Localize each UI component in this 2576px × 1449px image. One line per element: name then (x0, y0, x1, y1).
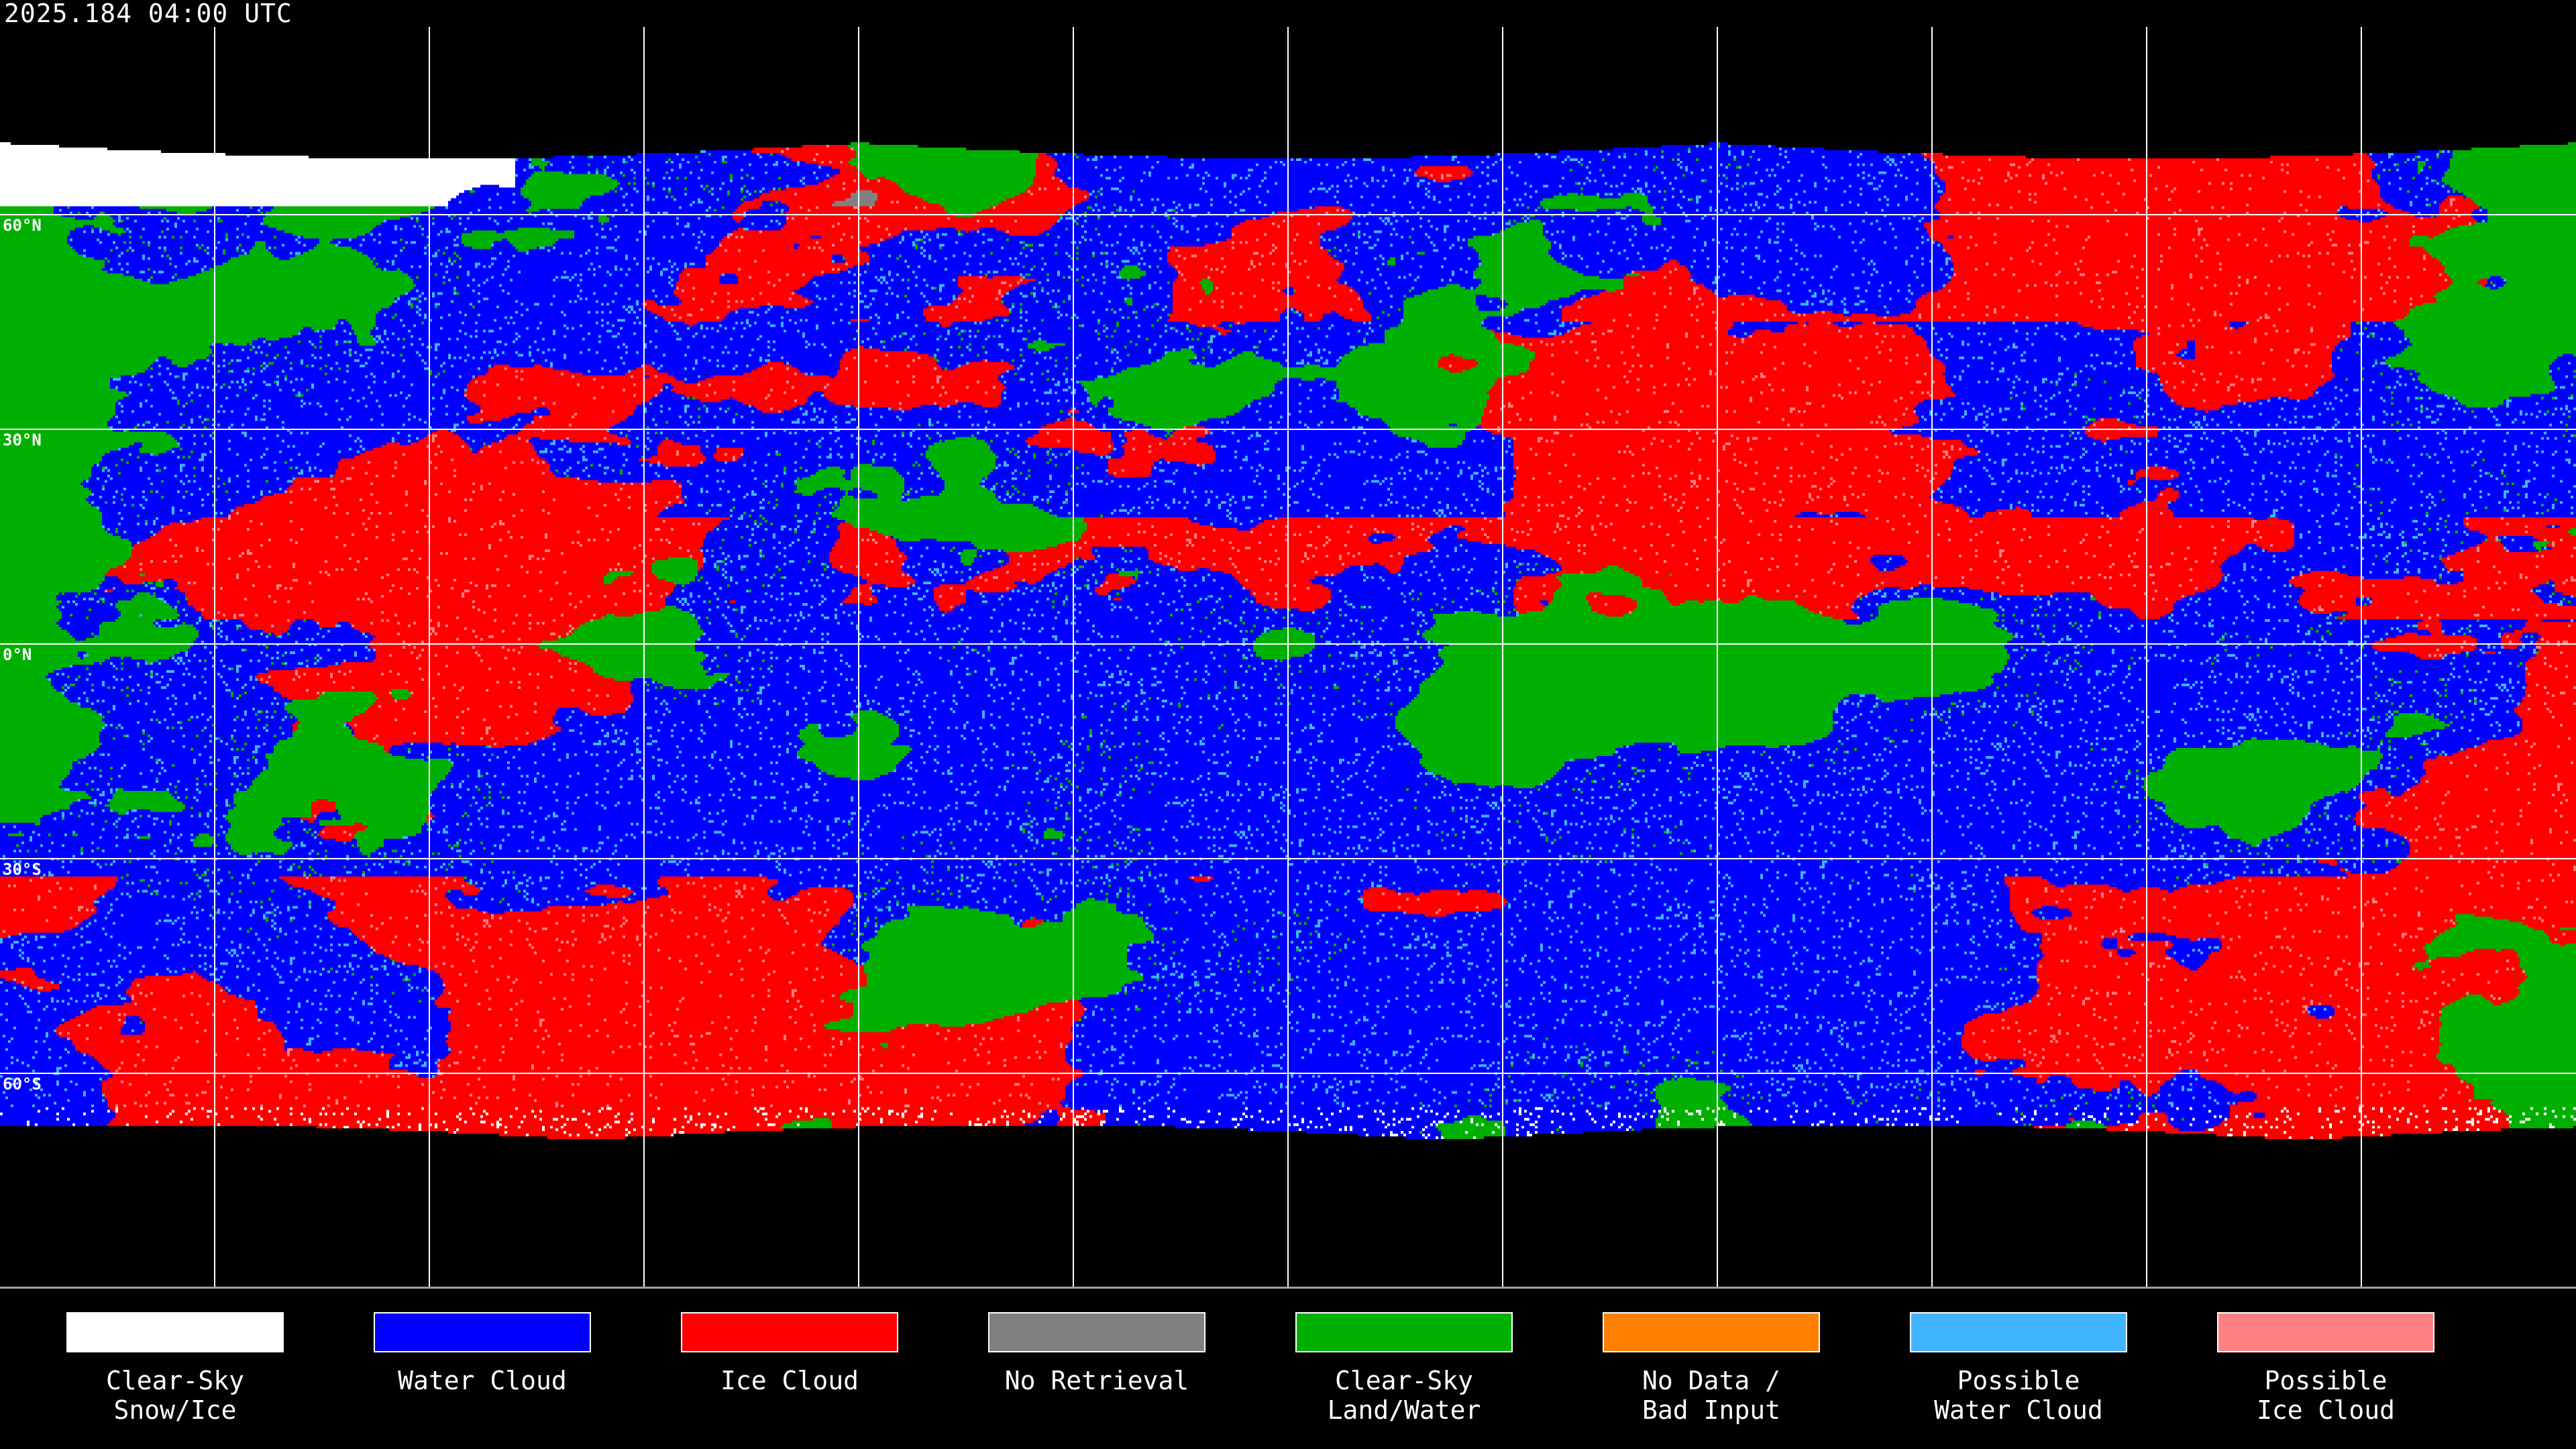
legend-item-possible-ice-cloud: Possible Ice Cloud (2217, 1312, 2434, 1425)
legend-swatch (66, 1312, 284, 1352)
legend-swatch (681, 1312, 898, 1352)
legend-item-clear-sky-snow-ice: Clear-Sky Snow/Ice (66, 1312, 284, 1425)
cloud-phase-map: 2025.184 04:00 UTC 60°N 30°N 0°N 30°S 60… (0, 0, 2576, 1287)
lat-lon-grid (0, 27, 2576, 1287)
lat-label-60s: 60°S (3, 1075, 42, 1093)
legend-label: Clear-Sky Snow/Ice (106, 1366, 244, 1425)
legend-label: Possible Ice Cloud (2257, 1366, 2395, 1425)
legend-swatch (1295, 1312, 1513, 1352)
timestamp-title: 2025.184 04:00 UTC (4, 0, 292, 28)
map-border (0, 1287, 2576, 1289)
legend-label: No Retrieval (1004, 1366, 1189, 1395)
lat-label-0n: 0°N (3, 645, 32, 664)
legend-item-no-data: No Data / Bad Input (1603, 1312, 1820, 1425)
legend-label: No Data / Bad Input (1642, 1366, 1780, 1425)
legend-label: Water Cloud (398, 1366, 567, 1395)
legend-item-clear-sky-land-water: Clear-Sky Land/Water (1295, 1312, 1513, 1425)
legend-swatch (2217, 1312, 2434, 1352)
legend-label: Ice Cloud (720, 1366, 859, 1395)
legend-item-no-retrieval: No Retrieval (988, 1312, 1205, 1395)
legend-label: Clear-Sky Land/Water (1327, 1366, 1481, 1425)
legend-swatch (1910, 1312, 2127, 1352)
lat-label-30n: 30°N (3, 431, 42, 449)
lat-label-30s: 30°S (3, 860, 42, 879)
legend-item-possible-water-cloud: Possible Water Cloud (1910, 1312, 2127, 1425)
legend-item-water-cloud: Water Cloud (374, 1312, 591, 1395)
legend-item-ice-cloud: Ice Cloud (681, 1312, 898, 1395)
lat-label-60n: 60°N (3, 216, 42, 235)
legend-label: Possible Water Cloud (1934, 1366, 2103, 1425)
legend-swatch (988, 1312, 1205, 1352)
legend-swatch (374, 1312, 591, 1352)
legend-swatch (1603, 1312, 1820, 1352)
